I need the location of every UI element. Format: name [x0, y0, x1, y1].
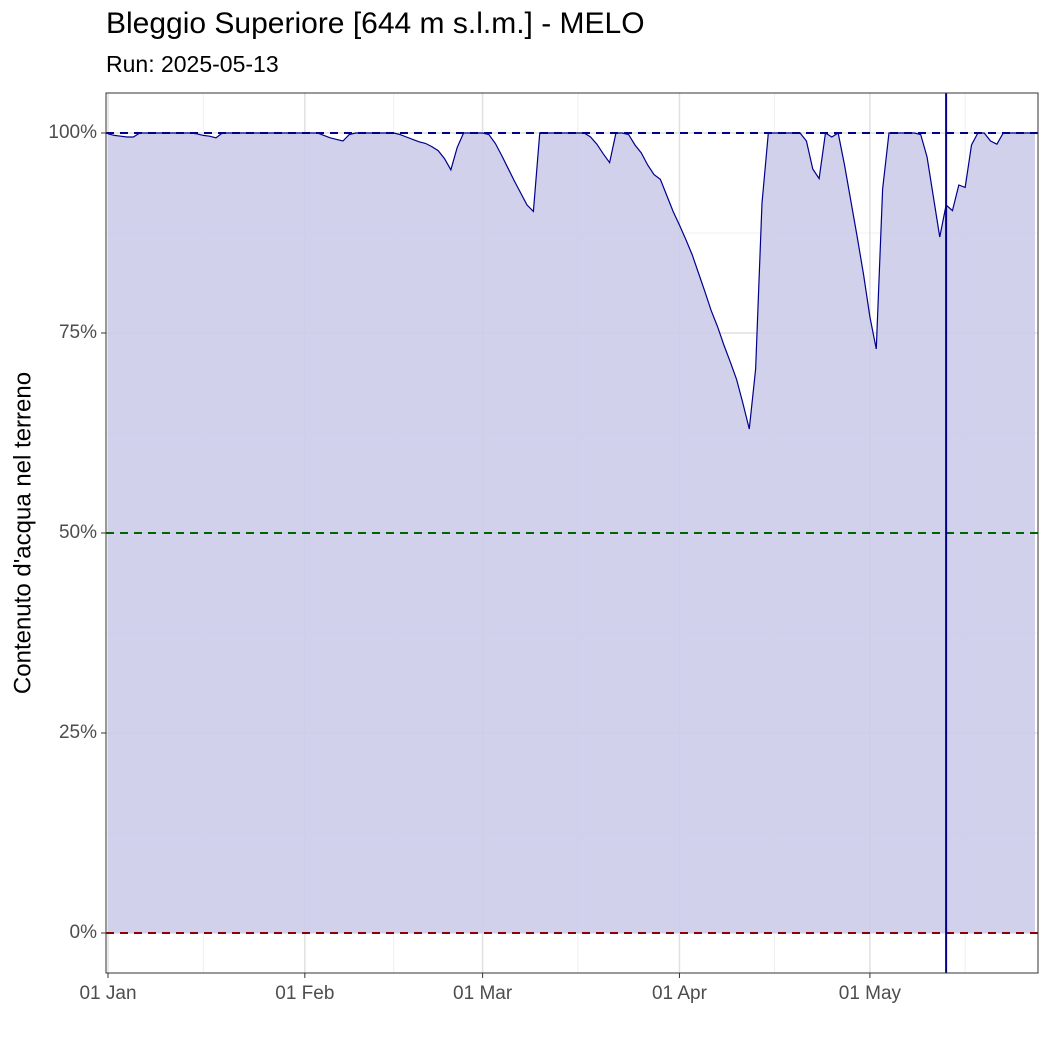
x-tick-label: 01 May [839, 983, 902, 1004]
x-tick-label: 01 Mar [453, 983, 513, 1004]
y-axis-label: Contenuto d'acqua nel terreno [9, 372, 36, 694]
y-tick-label: 25% [59, 722, 97, 743]
y-tick-label: 100% [48, 122, 97, 143]
chart-title: Bleggio Superiore [644 m s.l.m.] - MELO [106, 7, 645, 40]
x-tick-label: 01 Apr [652, 983, 708, 1004]
chart-subtitle: Run: 2025-05-13 [106, 51, 279, 77]
plot-border [105, 92, 1039, 974]
y-tick-label: 75% [59, 322, 97, 343]
y-tick-label: 0% [70, 922, 98, 943]
x-tick-label: 01 Feb [275, 983, 334, 1004]
y-tick-label: 50% [59, 522, 97, 543]
x-tick-label: 01 Jan [79, 983, 136, 1004]
